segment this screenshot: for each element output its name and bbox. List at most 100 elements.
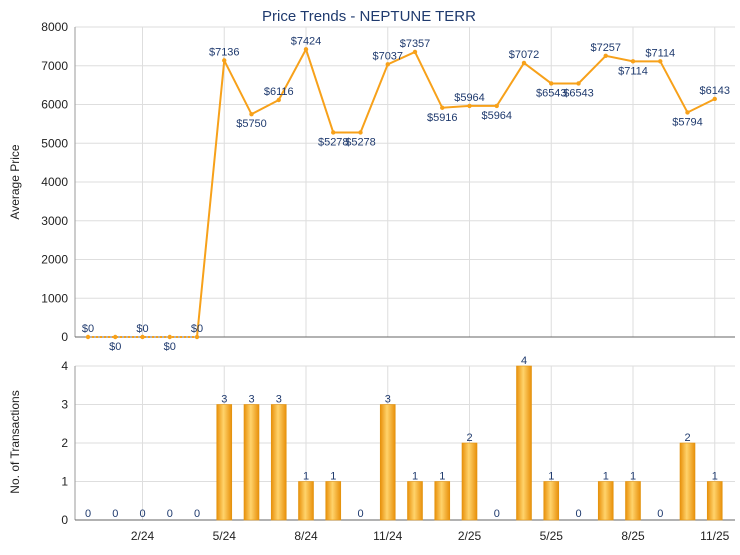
price-point (521, 60, 527, 66)
price-point (113, 334, 118, 340)
price-tick-label: 6000 (41, 98, 68, 112)
price-data-label: $7257 (590, 42, 621, 54)
tx-data-label: 0 (85, 508, 91, 520)
price-point (385, 62, 390, 67)
price-point (222, 58, 227, 63)
tx-tick-label: 4 (61, 359, 68, 373)
price-data-label: $0 (191, 323, 203, 335)
transactions-axis-label: No. of Transactions (8, 390, 22, 493)
tx-bar (325, 481, 342, 521)
tx-data-label: 3 (248, 394, 254, 406)
tx-bar (243, 404, 260, 521)
tx-bar (298, 481, 314, 521)
price-data-label: $5794 (672, 116, 703, 128)
price-data-label: $5964 (481, 110, 512, 122)
tx-data-label: 3 (221, 394, 227, 406)
x-tick-label: 11/24 (373, 529, 402, 543)
tx-data-label: 2 (684, 432, 690, 444)
price-point (494, 103, 499, 109)
price-tick-label: 4000 (41, 175, 68, 189)
price-data-label: $7114 (618, 65, 648, 77)
price-point (549, 81, 554, 86)
tx-data-label: 0 (657, 508, 663, 520)
price-data-label: $6116 (264, 86, 294, 98)
tx-data-label: 1 (603, 471, 609, 483)
price-point (194, 334, 200, 340)
price-tick-label: 2000 (41, 253, 68, 267)
price-data-label: $0 (136, 323, 148, 335)
price-point (167, 334, 172, 340)
price-line (196, 46, 716, 338)
tx-data-label: 3 (276, 394, 282, 406)
tx-data-label: 4 (521, 355, 527, 367)
tx-data-label: 0 (357, 508, 363, 520)
price-tick-label: 1000 (41, 291, 68, 305)
tx-data-label: 0 (575, 508, 581, 520)
price-point (685, 110, 690, 115)
tx-bar (706, 481, 723, 521)
price-data-label: $5278 (345, 136, 376, 148)
price-line-panel: 0 1000 2000 3000 4000 5000 6000 7000 8000 $0 $0 $0 $… (41, 20, 735, 353)
tx-bar (543, 481, 560, 521)
tx-data-label: 1 (712, 471, 718, 483)
tx-data-label: 0 (194, 508, 200, 520)
price-point (331, 130, 336, 135)
tx-data-label: 3 (385, 394, 391, 406)
chart-title: Price Trends - NEPTUNE TERR (262, 8, 476, 25)
price-point (576, 81, 581, 86)
tx-data-label: 1 (412, 471, 418, 483)
price-data-label: $7114 (645, 47, 675, 59)
price-data-label: $0 (82, 323, 94, 335)
x-tick-label: 2/24 (131, 529, 155, 543)
x-tick-label: 8/25 (621, 529, 645, 543)
price-data-label: $6543 (536, 87, 567, 99)
tx-data-label: 0 (112, 508, 118, 520)
tx-bar (434, 481, 451, 521)
price-tick-label: 0 (61, 330, 68, 344)
price-point (276, 97, 281, 103)
tx-tick-label: 1 (61, 475, 68, 489)
tx-data-label: 2 (466, 432, 472, 444)
price-data-label: $0 (109, 341, 121, 353)
tx-bar (270, 404, 287, 521)
price-tick-label: 3000 (41, 214, 68, 228)
tx-bar (625, 481, 641, 521)
tx-data-label: 1 (439, 471, 445, 483)
price-point (140, 334, 145, 340)
price-data-label: $7424 (291, 35, 322, 47)
price-point (467, 103, 472, 109)
price-data-label: $5278 (318, 136, 349, 148)
price-data-label: $7037 (372, 50, 403, 62)
price-data-label: $7357 (400, 38, 431, 50)
tx-bar (407, 481, 423, 521)
tx-tick-label: 2 (61, 436, 68, 450)
x-tick-label: 2/25 (458, 529, 482, 543)
price-point (358, 130, 363, 135)
transactions-bar-panel: 0 1 2 3 4 0 0 0 0 0 3 3 3 1 1 0 3 1 1 2 0 4 1 0 1 1 0 2 1 2/24 5/24 8/2… (61, 355, 735, 543)
price-point (440, 105, 445, 110)
tx-tick-label: 0 (61, 513, 68, 527)
tx-tick-label: 3 (61, 398, 68, 412)
tx-bar (379, 404, 396, 521)
price-data-label: $6543 (563, 87, 594, 99)
price-point (249, 111, 254, 117)
price-point (303, 47, 309, 52)
tx-data-label: 0 (494, 508, 500, 520)
x-tick-label: 11/25 (700, 529, 729, 543)
tx-bar (597, 481, 614, 521)
price-data-label: $5750 (236, 118, 267, 130)
tx-data-label: 0 (139, 508, 145, 520)
price-data-label: $0 (164, 341, 176, 353)
price-data-label: $6143 (699, 85, 730, 97)
x-tick-label: 5/24 (213, 529, 237, 543)
price-tick-label: 5000 (41, 136, 68, 150)
price-tick-label: 7000 (41, 59, 68, 73)
price-data-label: $5964 (454, 92, 485, 104)
price-axis-label: Average Price (8, 144, 22, 219)
tx-data-label: 1 (330, 471, 336, 483)
tx-data-label: 0 (167, 508, 173, 520)
price-point (85, 334, 91, 340)
price-data-label: $7136 (209, 46, 240, 58)
